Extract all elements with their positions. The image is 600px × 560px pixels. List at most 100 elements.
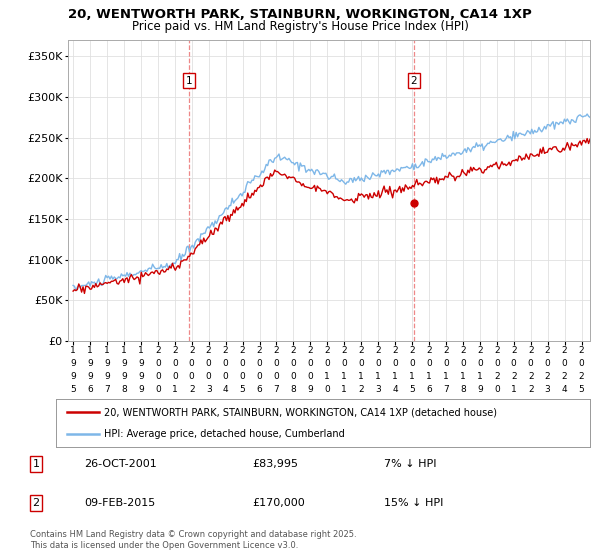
Text: 5: 5 (239, 385, 245, 394)
Text: 9: 9 (477, 385, 483, 394)
Text: 0: 0 (494, 385, 500, 394)
Text: 2: 2 (189, 385, 194, 394)
Text: 7: 7 (274, 385, 280, 394)
Text: 0: 0 (172, 359, 178, 368)
Text: 0: 0 (290, 372, 296, 381)
Text: 1: 1 (426, 372, 432, 381)
Text: 0: 0 (528, 359, 533, 368)
Text: HPI: Average price, detached house, Cumberland: HPI: Average price, detached house, Cumb… (104, 428, 345, 438)
Text: 2: 2 (189, 346, 194, 355)
Text: 20, WENTWORTH PARK, STAINBURN, WORKINGTON, CA14 1XP (detached house): 20, WENTWORTH PARK, STAINBURN, WORKINGTO… (104, 408, 497, 417)
Text: 0: 0 (206, 359, 212, 368)
Text: 0: 0 (460, 359, 466, 368)
Text: 1: 1 (477, 372, 483, 381)
Text: 2: 2 (32, 498, 40, 508)
Text: 0: 0 (375, 359, 381, 368)
Text: 1: 1 (358, 372, 364, 381)
Text: 2: 2 (511, 346, 517, 355)
Text: 2: 2 (358, 385, 364, 394)
Text: 2: 2 (155, 346, 161, 355)
Text: 9: 9 (104, 372, 110, 381)
Text: 8: 8 (290, 385, 296, 394)
Text: 2: 2 (410, 76, 417, 86)
Text: 2: 2 (172, 346, 178, 355)
Text: 2: 2 (511, 372, 517, 381)
Text: 0: 0 (172, 372, 178, 381)
Text: 2: 2 (308, 346, 313, 355)
Text: 0: 0 (189, 372, 194, 381)
Text: 2: 2 (494, 372, 500, 381)
Text: 0: 0 (545, 359, 551, 368)
Text: 2: 2 (392, 346, 398, 355)
Text: 9: 9 (138, 359, 144, 368)
Text: 2: 2 (240, 346, 245, 355)
Text: 0: 0 (477, 359, 483, 368)
Text: 8: 8 (460, 385, 466, 394)
Text: 2: 2 (290, 346, 296, 355)
Text: 9: 9 (307, 385, 313, 394)
Text: 2: 2 (545, 346, 550, 355)
Text: 2: 2 (257, 346, 262, 355)
Text: 0: 0 (494, 359, 500, 368)
Text: 2: 2 (528, 346, 533, 355)
Text: 0: 0 (358, 359, 364, 368)
Text: 0: 0 (511, 359, 517, 368)
Text: 26-OCT-2001: 26-OCT-2001 (84, 459, 157, 469)
Text: Price paid vs. HM Land Registry's House Price Index (HPI): Price paid vs. HM Land Registry's House … (131, 20, 469, 32)
Text: 0: 0 (409, 359, 415, 368)
Text: 1: 1 (341, 372, 347, 381)
Text: 9: 9 (70, 359, 76, 368)
Text: 0: 0 (290, 359, 296, 368)
Text: 4: 4 (392, 385, 398, 394)
Text: 1: 1 (341, 385, 347, 394)
Text: 2: 2 (376, 346, 381, 355)
Text: 8: 8 (121, 385, 127, 394)
Text: 0: 0 (307, 359, 313, 368)
Text: 4: 4 (562, 385, 568, 394)
Text: 2: 2 (494, 346, 500, 355)
Text: 7: 7 (443, 385, 449, 394)
Text: 2: 2 (460, 346, 466, 355)
Text: 2: 2 (443, 346, 449, 355)
Text: 1: 1 (443, 372, 449, 381)
Text: 0: 0 (426, 359, 432, 368)
Text: 09-FEB-2015: 09-FEB-2015 (84, 498, 155, 508)
Text: 2: 2 (206, 346, 211, 355)
Text: 2: 2 (562, 372, 568, 381)
Text: 0: 0 (257, 359, 262, 368)
Text: 1: 1 (138, 346, 144, 355)
Text: 0: 0 (578, 359, 584, 368)
Text: 2: 2 (223, 346, 229, 355)
Text: 9: 9 (104, 359, 110, 368)
Text: 2: 2 (562, 346, 568, 355)
Text: Contains HM Land Registry data © Crown copyright and database right 2025.
This d: Contains HM Land Registry data © Crown c… (30, 530, 356, 550)
Text: 0: 0 (206, 372, 212, 381)
Text: 0: 0 (155, 385, 161, 394)
Text: 0: 0 (274, 359, 280, 368)
Text: 9: 9 (138, 385, 144, 394)
Text: 4: 4 (223, 385, 229, 394)
Text: 0: 0 (223, 359, 229, 368)
Text: 9: 9 (70, 372, 76, 381)
Text: 1: 1 (70, 346, 76, 355)
Text: 0: 0 (257, 372, 262, 381)
Text: 1: 1 (460, 372, 466, 381)
Text: 2: 2 (325, 346, 330, 355)
Text: 0: 0 (239, 359, 245, 368)
Text: 2: 2 (274, 346, 279, 355)
Text: 20, WENTWORTH PARK, STAINBURN, WORKINGTON, CA14 1XP: 20, WENTWORTH PARK, STAINBURN, WORKINGTO… (68, 8, 532, 21)
Text: 1: 1 (32, 459, 40, 469)
Text: 6: 6 (257, 385, 262, 394)
Text: 2: 2 (426, 346, 432, 355)
Text: 7% ↓ HPI: 7% ↓ HPI (384, 459, 437, 469)
Text: 0: 0 (392, 359, 398, 368)
Text: 1: 1 (325, 372, 330, 381)
Text: 2: 2 (545, 372, 550, 381)
Text: 2: 2 (341, 346, 347, 355)
Text: 2: 2 (409, 346, 415, 355)
Text: 0: 0 (155, 359, 161, 368)
Text: 0: 0 (325, 359, 330, 368)
Text: 0: 0 (325, 385, 330, 394)
Text: 1: 1 (121, 346, 127, 355)
Text: 2: 2 (528, 372, 533, 381)
